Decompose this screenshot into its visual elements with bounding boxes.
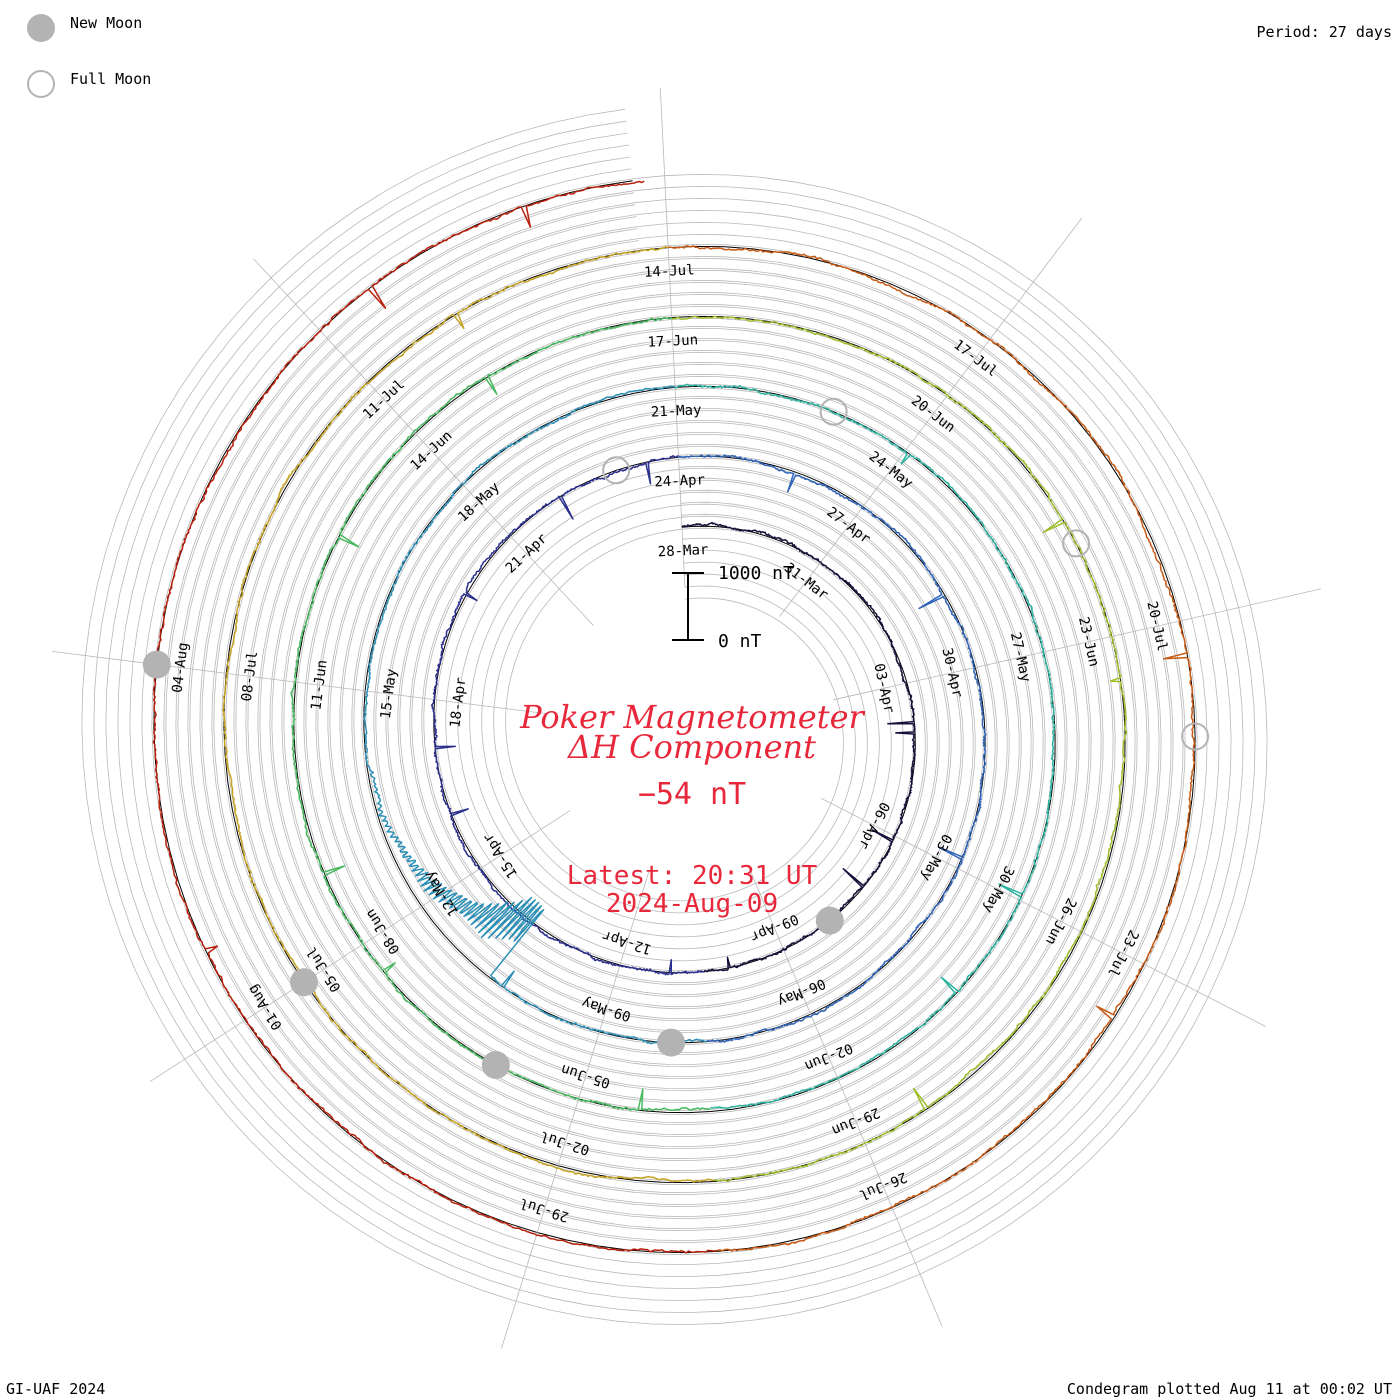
latest-date: 2024-Aug-09	[606, 889, 778, 919]
chart-subtitle: ΔH Component	[566, 728, 816, 766]
new-moon-marker	[815, 906, 844, 935]
moon-layer	[142, 397, 1210, 1079]
full-moon-marker	[1062, 529, 1091, 558]
date-label: 28-Mar	[657, 542, 708, 560]
chart-title: Poker Magnetometer	[519, 698, 865, 736]
spiral-gridline	[117, 144, 1232, 1290]
full-moon-legend-label: Full Moon	[70, 70, 152, 88]
dh-trace-segment	[671, 315, 1128, 1182]
full-moon-marker	[819, 397, 848, 426]
period-label: Period: 27 days	[1256, 23, 1392, 41]
radial-spoke	[833, 588, 1321, 701]
date-label: 06-May	[775, 975, 828, 1009]
radial-spoke	[253, 258, 594, 626]
spiral-gridline	[189, 216, 1160, 1218]
scale-bottom-label: 0 nT	[718, 631, 762, 652]
radial-spoke	[149, 810, 571, 1082]
grid-layer	[52, 87, 1321, 1349]
spiral-baseline	[153, 180, 1196, 1254]
radial-spoke	[820, 797, 1266, 1027]
full-moon-marker	[602, 456, 631, 485]
radial-spoke	[52, 651, 549, 715]
spiral-gridline	[225, 252, 1124, 1182]
spiral-gridline	[81, 108, 1268, 1326]
new-moon-legend-icon	[27, 14, 55, 42]
date-label: 24-Apr	[654, 472, 705, 490]
current-value: −54 nT	[638, 777, 746, 812]
dh-trace-segment	[678, 454, 987, 1043]
spiral-gridline	[129, 156, 1220, 1278]
date-label: 03-Apr	[870, 662, 897, 715]
full-moon-marker	[1181, 722, 1210, 751]
date-label: 21-May	[651, 402, 702, 420]
scale-top-label: 1000 nT	[718, 563, 794, 584]
dh-trace-segment	[363, 385, 708, 1045]
spiral-gridline	[201, 228, 1148, 1206]
radial-spoke	[779, 217, 1083, 617]
new-moon-marker	[142, 650, 171, 679]
new-moon-marker	[290, 968, 318, 997]
trace-layer	[152, 180, 1196, 1254]
new-moon-marker	[657, 1028, 686, 1057]
date-label: 08-Jul	[239, 650, 261, 702]
spiral-gridline	[93, 120, 1256, 1314]
dh-trace-segment	[430, 455, 704, 976]
credit-label: GI-UAF 2024	[6, 1380, 106, 1398]
radial-spoke	[501, 870, 650, 1349]
date-label: 17-Jun	[647, 332, 698, 350]
date-label: 29-Jun	[829, 1104, 882, 1138]
spiral-gridline	[165, 192, 1184, 1242]
dh-trace-segment	[152, 180, 718, 1254]
dh-trace-segment	[668, 245, 1196, 1252]
scale-bar: 1000 nT 0 nT	[672, 563, 794, 652]
spiral-gridline	[177, 204, 1172, 1230]
date-label: 18-Apr	[447, 677, 469, 729]
latest-time: Latest: 20:31 UT	[567, 861, 818, 891]
date-label: 26-Jul	[856, 1168, 909, 1202]
radial-spoke	[747, 865, 943, 1327]
plotted-label: Condegram plotted Aug 11 at 00:02 UT	[1066, 1380, 1392, 1398]
date-label: 04-Aug	[169, 642, 191, 694]
date-label: 14-Jul	[644, 262, 695, 280]
date-label: 02-Jun	[802, 1039, 855, 1073]
date-label: 11-Jun	[308, 659, 330, 711]
new-moon-legend-label: New Moon	[70, 14, 143, 32]
dh-trace-segment	[674, 383, 1056, 1109]
new-moon-marker	[481, 1051, 510, 1079]
date-label: 15-May	[378, 668, 400, 720]
full-moon-legend-icon	[27, 70, 55, 98]
date-label: 12-Apr	[600, 927, 653, 957]
spiral-gridline	[213, 240, 1136, 1194]
radial-spoke	[659, 87, 686, 588]
dh-trace-segment	[222, 246, 715, 1183]
spiral-gridline	[105, 132, 1244, 1302]
spiral-gridline	[141, 168, 1208, 1266]
dh-trace-segment	[290, 317, 711, 1112]
